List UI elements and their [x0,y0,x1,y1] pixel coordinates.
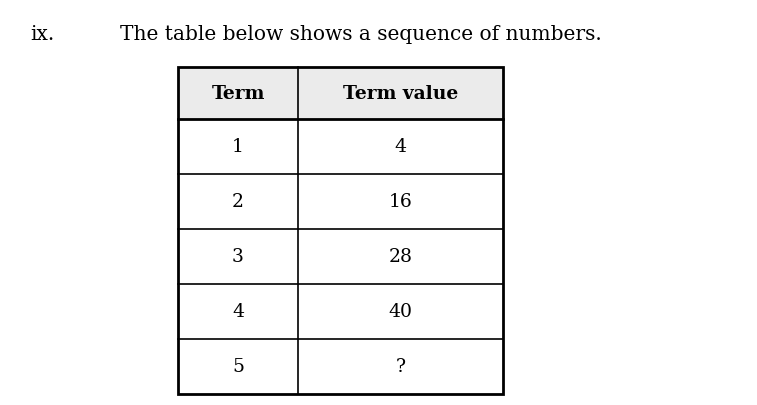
Bar [178,68,503,394]
Text: The table below shows a sequence of numbers.: The table below shows a sequence of numb… [120,25,602,44]
Bar [178,284,298,339]
Text: 3: 3 [232,248,244,266]
Text: 5: 5 [232,358,244,375]
Bar [298,230,503,284]
Text: 4: 4 [394,138,407,156]
Bar [298,339,503,394]
Text: ix.: ix. [30,25,55,44]
Bar [298,175,503,230]
Bar [298,68,503,120]
Bar [298,284,503,339]
Text: 2: 2 [232,193,244,211]
Bar [178,230,298,284]
Text: 16: 16 [388,193,413,211]
Bar [178,68,298,120]
Text: Term: Term [211,85,265,103]
Text: 4: 4 [232,303,244,321]
Bar [178,175,298,230]
Text: 1: 1 [232,138,244,156]
Text: 28: 28 [388,248,413,266]
Text: 40: 40 [388,303,413,321]
Bar [178,339,298,394]
Bar [178,120,298,175]
Bar [298,120,503,175]
Text: Term value: Term value [343,85,458,103]
Text: ?: ? [395,358,406,375]
